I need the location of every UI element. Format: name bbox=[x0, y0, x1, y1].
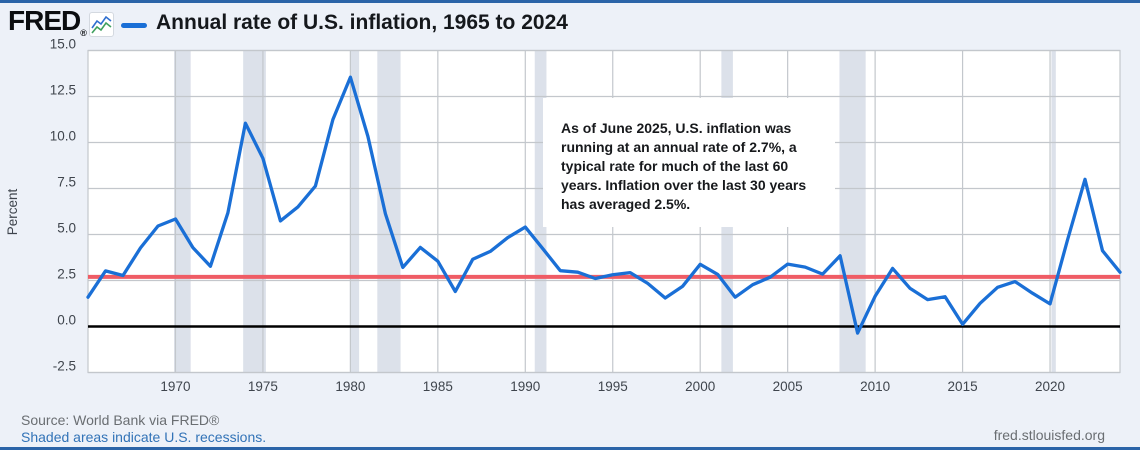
x-tick-label: 2010 bbox=[860, 379, 890, 394]
inflation-series-line bbox=[86, 75, 1122, 335]
x-tick-label: 1970 bbox=[160, 379, 190, 394]
x-tick-label: 2015 bbox=[948, 379, 978, 394]
x-tick-label: 2005 bbox=[773, 379, 803, 394]
chart-header: FRED® Annual rate of U.S. inflation, 196… bbox=[0, 3, 1140, 41]
y-tick-label: 15.0 bbox=[50, 37, 76, 52]
y-tick-label: 2.5 bbox=[57, 267, 76, 282]
fred-logo: FRED® bbox=[8, 5, 87, 38]
y-tick-label: 7.5 bbox=[57, 175, 76, 190]
series-legend-marker bbox=[121, 23, 147, 28]
recession-band bbox=[377, 50, 401, 373]
y-tick-label: 0.0 bbox=[57, 313, 76, 328]
registered-mark: ® bbox=[80, 28, 87, 38]
x-tick-label: 1995 bbox=[598, 379, 628, 394]
y-tick-label: 12.5 bbox=[50, 83, 76, 98]
fred-logo-text: FRED bbox=[8, 5, 81, 36]
recession-band bbox=[839, 50, 866, 373]
y-axis-title: Percent bbox=[5, 188, 20, 235]
x-tick-label: 2020 bbox=[1035, 379, 1065, 394]
chart-title: Annual rate of U.S. inflation, 1965 to 2… bbox=[156, 11, 568, 34]
sparkline-icon-svg bbox=[91, 15, 112, 34]
top-accent-bar bbox=[0, 0, 1140, 3]
recession-note-link[interactable]: Shaded areas indicate U.S. recessions. bbox=[21, 429, 267, 445]
x-tick-label: 1975 bbox=[248, 379, 278, 394]
recession-band bbox=[534, 50, 547, 373]
recession-band bbox=[1051, 50, 1056, 373]
annotation-text: As of June 2025, U.S. inflation was runn… bbox=[561, 120, 807, 212]
bottom-accent-bar bbox=[0, 447, 1140, 450]
y-tick-label: 10.0 bbox=[50, 129, 76, 144]
plot-border bbox=[87, 49, 1121, 374]
y-tick-label: -2.5 bbox=[53, 359, 76, 374]
x-tick-label: 1990 bbox=[510, 379, 540, 394]
annotation-box: As of June 2025, U.S. inflation was runn… bbox=[543, 98, 835, 227]
x-tick-label: 2000 bbox=[685, 379, 715, 394]
recession-band bbox=[174, 50, 191, 373]
x-tick-label: 1980 bbox=[335, 379, 365, 394]
sparkline-icon bbox=[89, 12, 114, 37]
source-text: Source: World Bank via FRED® bbox=[21, 412, 220, 428]
x-tick-label: 1985 bbox=[423, 379, 453, 394]
y-tick-label: 5.0 bbox=[57, 221, 76, 236]
fred-url: fred.stlouisfed.org bbox=[993, 427, 1105, 443]
recession-band bbox=[350, 50, 360, 373]
